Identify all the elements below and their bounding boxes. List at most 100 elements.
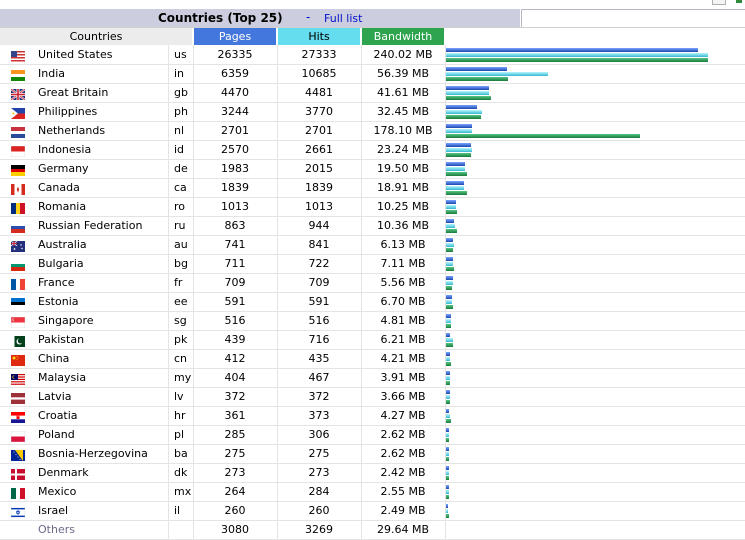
country-code: nl <box>174 124 185 137</box>
table-row: Croatia hr 361 373 4.27 MB <box>0 406 745 426</box>
country-code: in <box>174 67 185 80</box>
hits-bar <box>446 490 449 494</box>
pages-value: 361 <box>224 409 246 422</box>
column-divider <box>193 425 194 444</box>
column-divider <box>193 463 194 482</box>
country-code: dk <box>174 466 188 479</box>
column-divider <box>361 140 362 159</box>
ro-flag-icon <box>11 201 25 214</box>
hits-value: 10685 <box>301 67 337 80</box>
column-divider <box>193 197 194 216</box>
pages-bar <box>446 86 489 90</box>
column-divider <box>277 140 278 159</box>
country-code: us <box>174 48 187 61</box>
bandwidth-value: 4.21 MB <box>380 352 426 365</box>
column-divider <box>168 102 169 121</box>
country-name: Indonesia <box>38 143 92 156</box>
column-divider <box>193 102 194 121</box>
column-divider <box>361 387 362 406</box>
column-divider <box>361 197 362 216</box>
pages-value: 741 <box>224 238 246 251</box>
full-list-link[interactable]: Full list <box>324 12 363 25</box>
hits-value: 372 <box>308 390 330 403</box>
pages-bar <box>446 447 449 451</box>
il-flag-icon <box>10 505 26 519</box>
column-divider <box>193 444 194 463</box>
bandwidth-bar <box>446 153 471 157</box>
pages-bar <box>446 124 472 128</box>
country-name: Bosnia-Herzegovina <box>38 447 148 460</box>
table-row: Poland pl 285 306 2.62 MB <box>0 425 745 445</box>
column-divider <box>277 83 278 102</box>
column-divider <box>193 235 194 254</box>
column-divider <box>193 482 194 501</box>
hits-bar <box>446 281 453 285</box>
column-divider <box>445 121 446 140</box>
column-divider <box>193 64 194 83</box>
others-row: Others 3080 3269 29.64 MB <box>0 520 745 540</box>
column-divider <box>361 45 362 64</box>
country-name: United States <box>38 48 113 61</box>
in-flag-icon <box>11 68 25 81</box>
column-divider <box>193 45 194 64</box>
bandwidth-bar <box>446 438 449 442</box>
pages-value: 273 <box>224 466 246 479</box>
bandwidth-bar <box>446 324 451 328</box>
bandwidth-value: 10.25 MB <box>376 200 430 213</box>
us-flag-icon <box>11 49 25 62</box>
pl-flag-icon <box>10 429 26 443</box>
column-divider <box>193 292 194 311</box>
column-divider <box>445 159 446 178</box>
bandwidth-value: 3.91 MB <box>380 371 426 384</box>
column-divider <box>445 83 446 102</box>
pages-bar <box>446 371 450 375</box>
nl-flag-icon <box>11 125 25 138</box>
bandwidth-bar <box>446 229 457 233</box>
column-divider <box>445 349 446 368</box>
bandwidth-bar <box>446 419 451 423</box>
pages-value: 3244 <box>221 105 249 118</box>
country-code: ee <box>174 295 188 308</box>
bandwidth-value: 3.66 MB <box>380 390 426 403</box>
pages-bar <box>446 466 449 470</box>
bar-group <box>446 159 745 178</box>
column-divider <box>277 520 278 539</box>
column-divider <box>277 197 278 216</box>
column-divider <box>277 273 278 292</box>
column-divider <box>445 406 446 425</box>
title-background <box>0 9 520 27</box>
column-divider <box>168 406 169 425</box>
bandwidth-value: 2.49 MB <box>380 504 426 517</box>
column-divider <box>277 501 278 520</box>
hits-value: 373 <box>308 409 330 422</box>
column-divider <box>361 254 362 273</box>
hits-bar <box>446 452 449 456</box>
bandwidth-bar <box>446 172 467 176</box>
pages-bar <box>446 181 464 185</box>
country-name: Philippines <box>38 105 98 118</box>
bar-group <box>446 140 745 159</box>
table-row: Denmark dk 273 273 2.42 MB <box>0 463 745 483</box>
bar-group <box>446 311 745 330</box>
table-row: Mexico mx 264 284 2.55 MB <box>0 482 745 502</box>
column-divider <box>361 311 362 330</box>
column-divider <box>361 64 362 83</box>
column-divider <box>193 349 194 368</box>
country-code: my <box>174 371 192 384</box>
column-divider <box>361 83 362 102</box>
hits-bar <box>446 395 450 399</box>
column-divider <box>168 273 169 292</box>
table-row: Pakistan pk 439 716 6.21 MB <box>0 330 745 350</box>
pages-bar <box>446 276 453 280</box>
pk-flag-icon <box>11 334 25 347</box>
column-divider <box>445 216 446 235</box>
pages-value: 6359 <box>221 67 249 80</box>
column-divider <box>445 387 446 406</box>
pages-bar <box>446 257 453 261</box>
column-divider <box>277 254 278 273</box>
bandwidth-value: 7.11 MB <box>380 257 426 270</box>
bandwidth-bar <box>446 191 467 195</box>
table-row: France fr 709 709 5.56 MB <box>0 273 745 293</box>
lv-flag-icon <box>11 391 25 404</box>
bar-group <box>446 45 745 64</box>
